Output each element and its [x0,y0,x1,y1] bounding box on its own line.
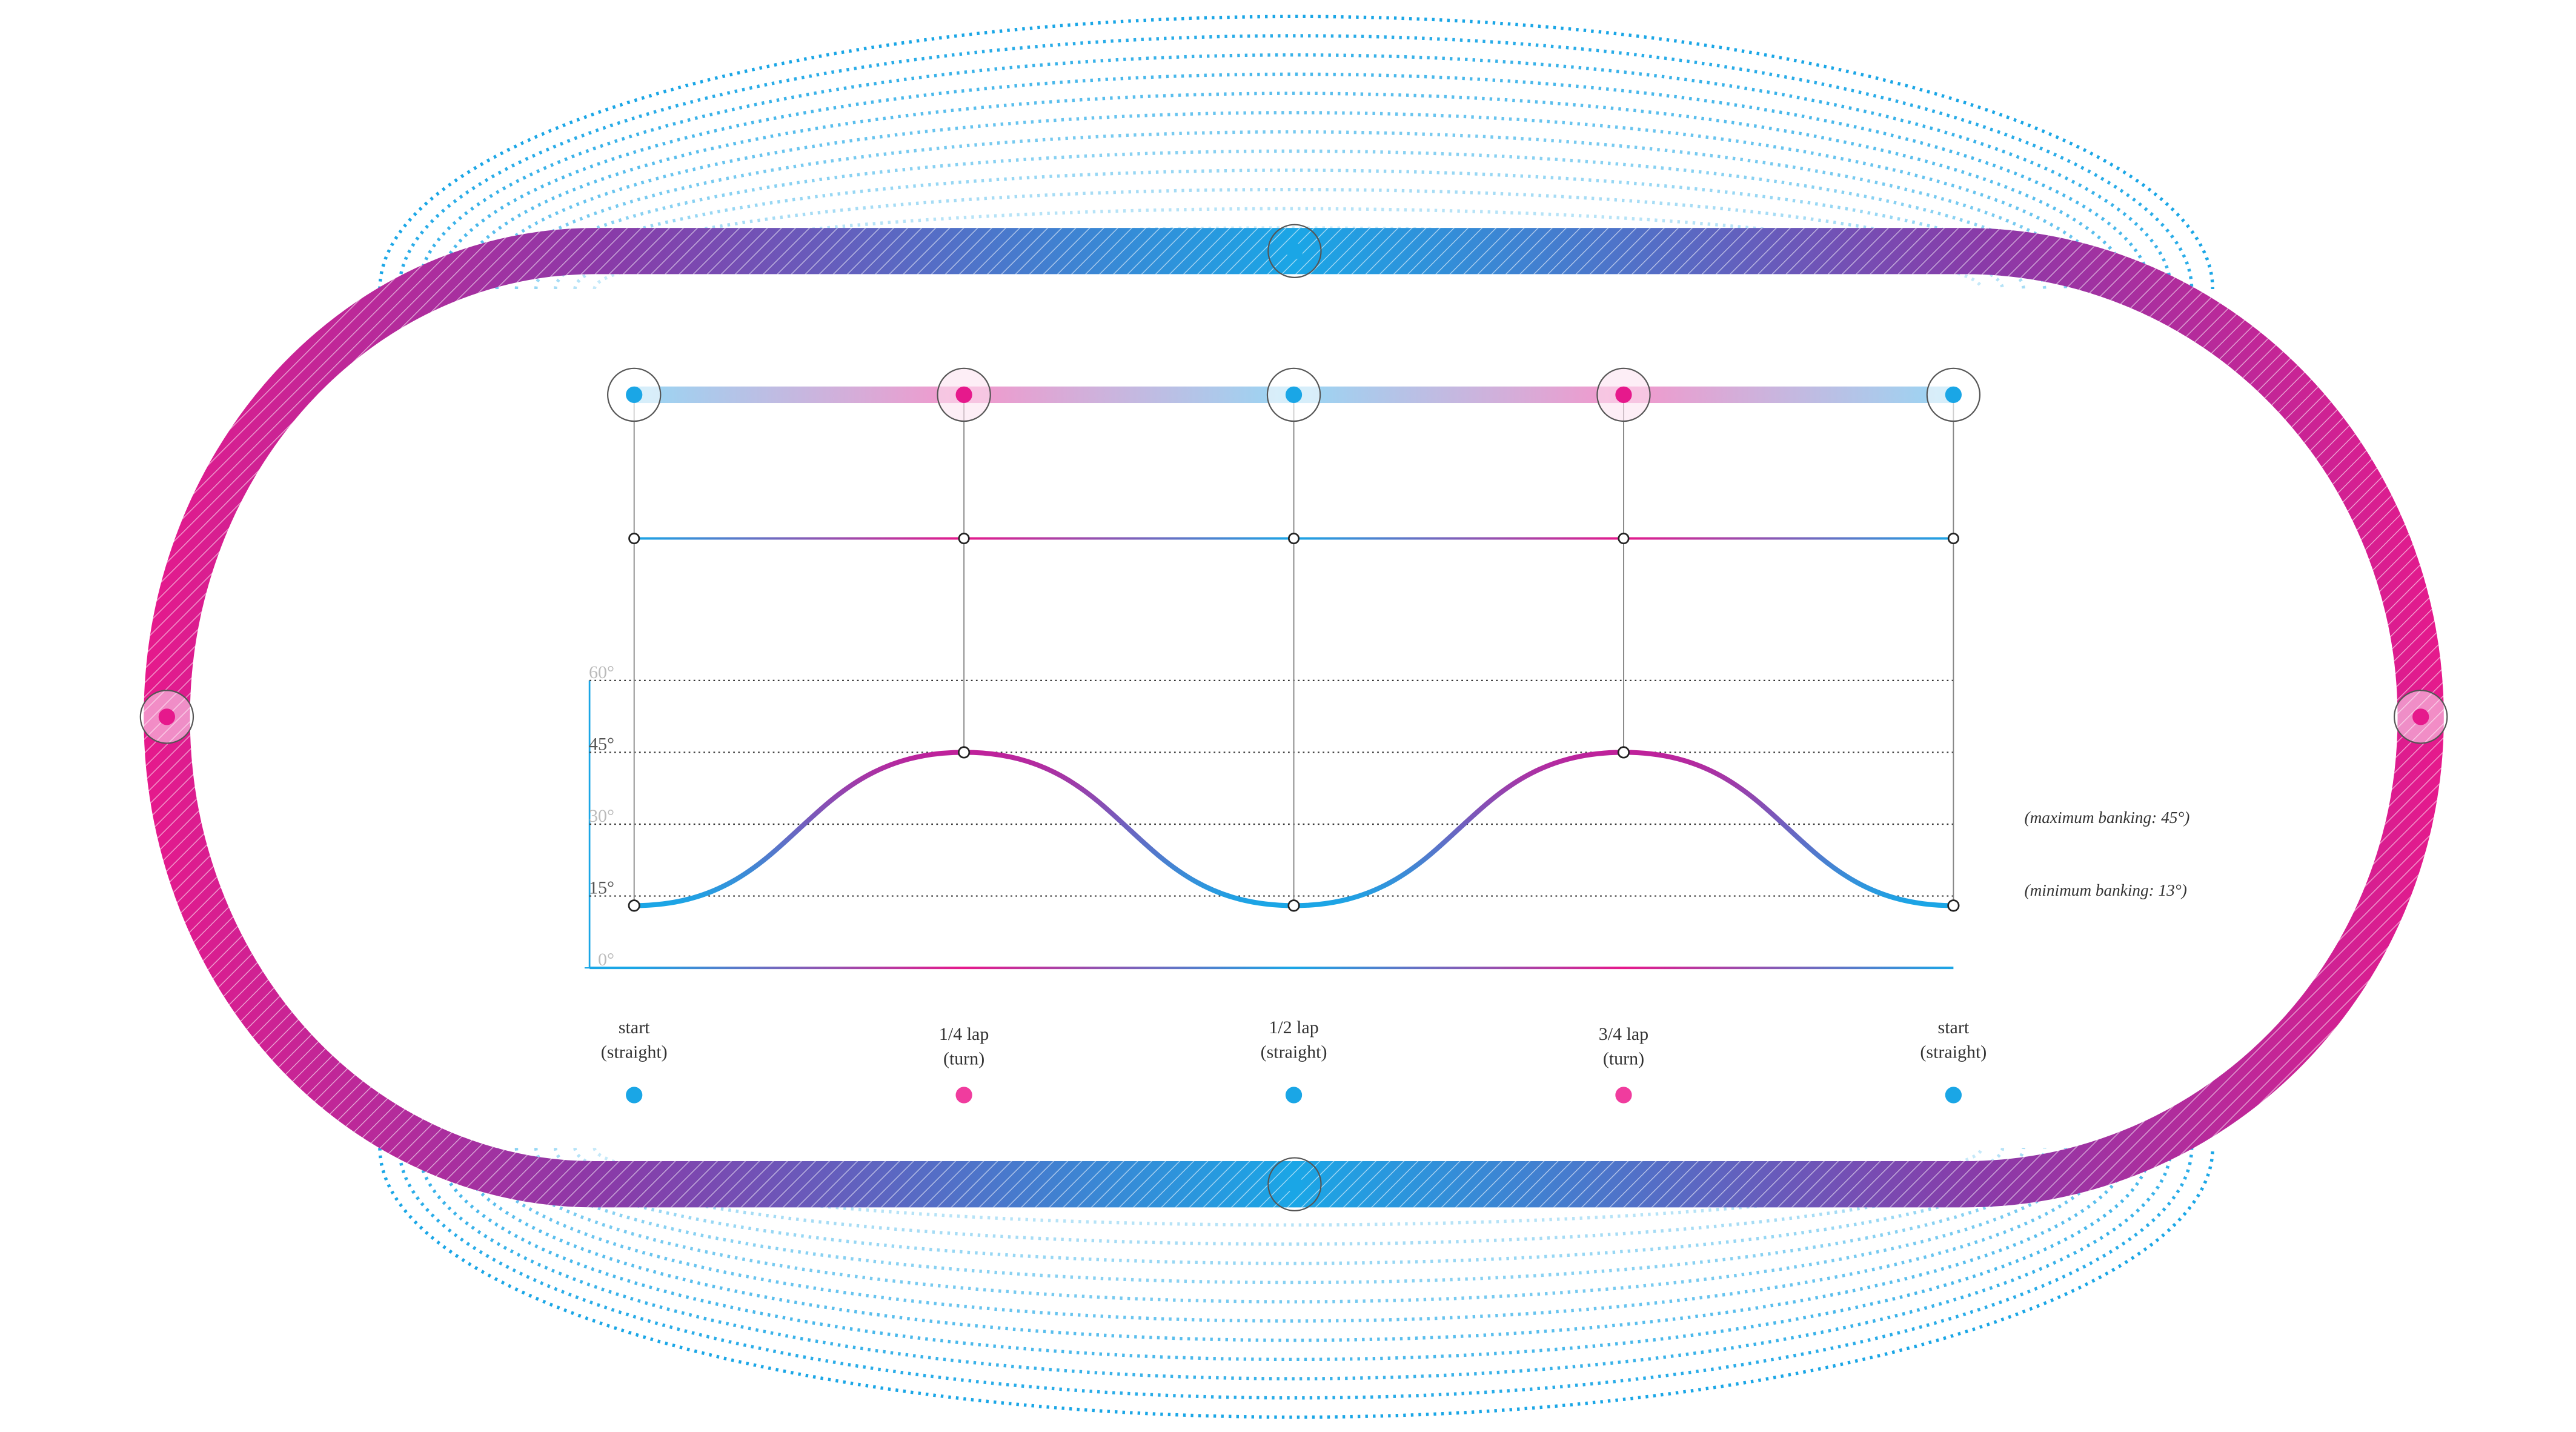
lap-point [1947,532,1959,545]
track-markers [139,224,2448,1211]
y-tick-label: 0° [598,950,614,970]
lap-point [1288,532,1300,545]
lap-point [628,532,640,545]
dotted-lane [514,1148,2068,1285]
data-point [628,899,640,912]
marker-dot [626,386,643,404]
legend-dot [1945,1087,1962,1104]
legend-dot [1615,1087,1632,1104]
dotted-lane [378,1148,2214,1419]
x-tick-label: 1/4 lap [939,1024,989,1044]
x-tick-note: (turn) [1603,1049,1644,1069]
dotted-lane [476,111,2110,290]
x-tick-note: (straight) [601,1042,668,1062]
data-point [1947,899,1960,912]
marker-dot [1285,386,1303,404]
x-tick-label: 3/4 lap [1599,1024,1648,1044]
data-point [1617,746,1630,759]
x-tick-note: (straight) [1261,1042,1327,1062]
x-tick-label: start [1938,1017,1970,1037]
dotted-lane [417,53,2173,289]
x-tick-label: 1/2 lap [1269,1017,1318,1037]
legend-dot [1285,1087,1303,1104]
track-hatch [144,228,2444,1208]
dotted-lane [495,1148,2088,1304]
marker-dot [955,386,972,404]
lap-point [958,532,970,545]
dotted-lane [378,15,2214,289]
dotted-lane [476,1148,2110,1322]
dotted-lane [456,1148,2131,1342]
x-tick-note: (turn) [943,1049,984,1069]
dotted-lane [456,92,2131,289]
lap-point [1618,532,1630,545]
dotted-lane [514,149,2068,289]
y-tick-label: 30° [589,806,614,826]
y-tick-label: 15° [589,878,614,898]
legend-dot [626,1087,643,1104]
annotation: (maximum banking: 45°) [2025,808,2190,827]
dotted-lane [554,188,2025,290]
data-point [958,746,971,759]
dotted-lane [397,1148,2194,1399]
legend-dot [955,1087,972,1104]
marker-dot [1615,386,1632,404]
annotation: (minimum banking: 13°) [2025,881,2187,899]
y-tick-label: 45° [589,734,614,754]
y-tick-label: 60° [589,662,614,682]
marker-dot [1945,386,1962,404]
dotted-lane [495,130,2088,289]
x-tick-label: start [619,1017,650,1037]
data-point [1287,899,1300,912]
dotted-lane [397,35,2194,289]
x-tick-note: (straight) [1920,1042,1987,1062]
